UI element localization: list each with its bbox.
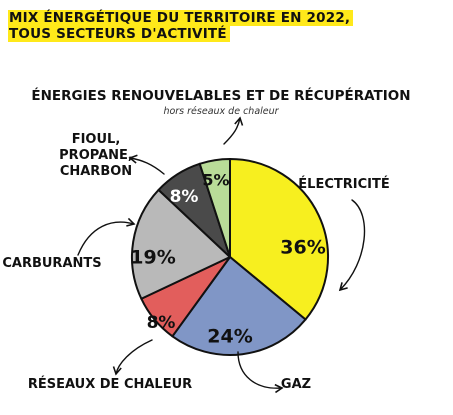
slice-value-label-carburants: 19% xyxy=(130,247,175,269)
slice-value-label-electricite: 36% xyxy=(280,237,325,259)
pie-slice-enr xyxy=(198,158,231,258)
slice-value-label-enr: 5% xyxy=(202,171,229,190)
annotation-arrow-enr xyxy=(223,116,244,145)
category-label-reseaux: RÉSEAUX DE CHALEUR xyxy=(28,376,192,392)
category-label-enr: ÉNERGIES RENOUVELABLES ET DE RÉCUPÉRATIO… xyxy=(31,87,410,104)
category-label-electricite: ÉLECTRICITÉ xyxy=(298,176,389,192)
chart-title: MIX ÉNERGÉTIQUE DU TERRITOIRE EN 2022, T… xyxy=(8,10,354,42)
pie-slice-electricite xyxy=(229,158,329,321)
annotation-arrow-carburants xyxy=(77,217,136,256)
slice-value-label-reseaux: 8% xyxy=(147,313,176,333)
chart-title-line-2: TOUS SECTEURS D'ACTIVITÉ xyxy=(8,26,230,42)
category-label-fioul: FIOUL, PROPANE, CHARBON xyxy=(59,132,133,179)
category-label-line: FIOUL, xyxy=(72,132,121,147)
slice-value-label-fioul: 8% xyxy=(170,187,199,207)
category-label-gaz: GAZ xyxy=(281,377,311,392)
annotation-arrow-fioul xyxy=(128,154,165,175)
chart-title-line-1: MIX ÉNERGÉTIQUE DU TERRITOIRE EN 2022, xyxy=(8,10,354,26)
category-label-carburants: CARBURANTS xyxy=(2,256,101,271)
annotation-arrow-electricite xyxy=(338,199,366,292)
pie-slice-carburants xyxy=(131,188,231,300)
annotation-arrow-gaz xyxy=(237,351,284,394)
category-sublabel-enr: hors réseaux de chaleur xyxy=(163,106,279,117)
category-label-line: PROPANE, xyxy=(59,148,133,163)
slice-value-label-gaz: 24% xyxy=(207,326,252,348)
category-label-line: CHARBON xyxy=(60,164,132,179)
pie-slice-gaz xyxy=(171,256,307,356)
annotation-arrow-reseaux xyxy=(112,339,153,376)
